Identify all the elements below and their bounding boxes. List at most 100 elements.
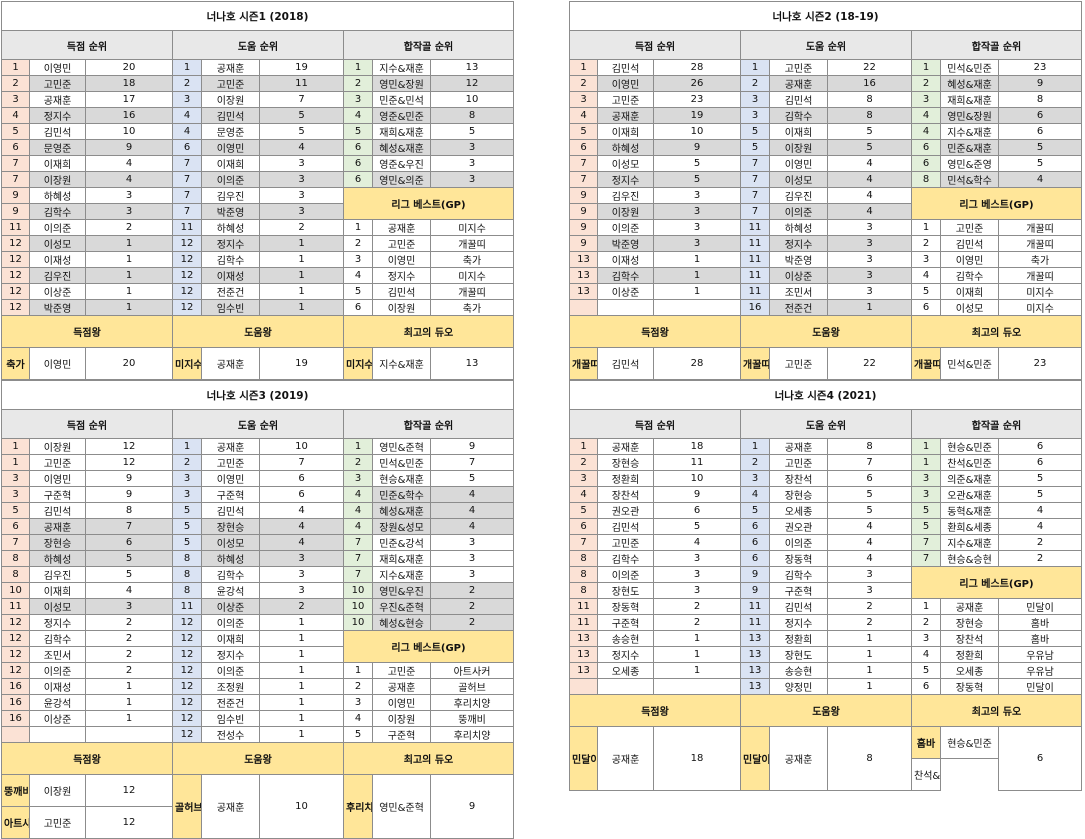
- combo-row-rank: 2: [911, 75, 941, 92]
- scoring-row-rank: 12: [1, 614, 30, 631]
- scoring-row-rank: 8: [1, 566, 30, 583]
- best-name: 김민석: [372, 283, 431, 300]
- assist-row-value: 1: [827, 299, 912, 316]
- combo-row-name: 영민&의준: [372, 171, 431, 188]
- best-rank: 2: [911, 614, 941, 631]
- combo-row-rank: 7: [343, 534, 373, 551]
- scoring-row-name: 하혜성: [29, 187, 86, 204]
- best-duo-team: 개꿀띠: [911, 347, 941, 380]
- assist-row-value: 4: [259, 502, 344, 519]
- scoring-row-rank: 8: [1, 550, 30, 567]
- scoring-row-value: 18: [653, 438, 741, 455]
- assist-row-name: 고민준: [769, 59, 828, 76]
- best-name: 고민준: [372, 662, 431, 679]
- scoring-row-value: 26: [653, 75, 741, 92]
- top-scorer-value: 28: [653, 347, 741, 380]
- combo-row-rank: 4: [343, 518, 373, 535]
- combo-row-name: 민준&민석: [372, 91, 431, 108]
- assist-row-value: 1: [259, 251, 344, 268]
- scoring-row-value: 28: [653, 59, 741, 76]
- assist-row-rank: 5: [740, 123, 770, 140]
- best-rank: 1: [911, 219, 941, 236]
- assist-row-name: 송승현: [769, 662, 828, 679]
- best-team: 개꿀띠: [429, 283, 515, 300]
- combo-row-rank: 3: [343, 470, 373, 487]
- assist-row-rank: 12: [172, 726, 202, 743]
- season-1-grid: 너나호 시즌1 (2018) 득점 순위 도움 순위 합작골 순위 1 이영민 20 1 공재훈…: [0, 1, 515, 380]
- assist-row-value: 11: [259, 75, 344, 92]
- combo-row-value: 5: [429, 470, 515, 487]
- combo-row-value: 6: [997, 454, 1083, 471]
- assist-row-value: 2: [259, 219, 344, 236]
- scoring-row-rank: 13: [569, 662, 598, 679]
- combo-row-value: 4: [997, 502, 1083, 519]
- assist-row-value: 7: [827, 454, 912, 471]
- combo-row-value: 7: [429, 454, 515, 471]
- best-team: 미지수: [429, 267, 515, 284]
- scoring-row-rank: 9: [569, 235, 598, 252]
- assist-row-rank: 5: [740, 139, 770, 156]
- top-scorer-value: 12: [85, 806, 173, 839]
- assist-row-name: 임수빈: [201, 299, 260, 316]
- scoring-row-name: 이의준: [29, 662, 86, 679]
- assist-row-name: 이재희: [201, 155, 260, 172]
- assist-row-name: 이재희: [201, 630, 260, 647]
- scoring-row-name: 김우진: [29, 267, 86, 284]
- best-team: 홈바: [997, 614, 1083, 631]
- scoring-row-rank: 16: [1, 710, 30, 727]
- combo-row-value: 2: [997, 550, 1083, 567]
- assist-row-value: 2: [259, 598, 344, 615]
- best-duo-header: 최고의 듀오: [910, 315, 1083, 348]
- best-name: 장찬석: [940, 630, 999, 647]
- best-duo-team: 홈바: [911, 726, 941, 759]
- best-team: 축가: [997, 251, 1083, 268]
- scoring-row-empty: [653, 678, 741, 695]
- combo-row-name: 민석&민준: [940, 59, 999, 76]
- top-scorer-team: 뚱깨비: [1, 774, 30, 807]
- scoring-row-name: 정지수: [597, 646, 654, 663]
- best-team: 뚱깨비: [429, 710, 515, 727]
- assist-row-value: 3: [827, 566, 912, 583]
- scoring-row-empty: [29, 726, 86, 743]
- assist-row-name: 박준영: [769, 251, 828, 268]
- assist-row-rank: 5: [740, 502, 770, 519]
- assist-row-rank: 11: [740, 267, 770, 284]
- scoring-row-rank: 8: [569, 566, 598, 583]
- season-3-grid: 너나호 시즌3 (2019) 득점 순위 도움 순위 합작골 순위 1 이장원 12 1 공재훈…: [0, 380, 515, 839]
- assist-row-rank: 12: [172, 299, 202, 316]
- top-scorer-header: 득점왕: [569, 694, 741, 727]
- top-scorer-header: 득점왕: [1, 315, 173, 348]
- combo-row-value: 3: [429, 171, 515, 188]
- assist-row-name: 고민준: [201, 75, 260, 92]
- scoring-row-value: 9: [85, 470, 173, 487]
- scoring-row-rank: 6: [1, 518, 30, 535]
- assist-row-value: 4: [827, 550, 912, 567]
- scoring-row-rank: 7: [569, 155, 598, 172]
- assist-row-name: 이영민: [769, 155, 828, 172]
- scoring-row-value: 10: [85, 123, 173, 140]
- season-2-grid: 너나호 시즌2 (18-19) 득점 순위 도움 순위 합작골 순위 1 김민석 28 1 고민…: [568, 1, 1083, 380]
- assist-row-value: 5: [827, 139, 912, 156]
- assist-row-rank: 1: [172, 59, 202, 76]
- assist-row-name: 김민석: [201, 502, 260, 519]
- best-team: 민달이: [997, 598, 1083, 615]
- combo-row-value: 2: [429, 614, 515, 631]
- scoring-row-name: 장현승: [29, 534, 86, 551]
- best-rank: 5: [911, 283, 941, 300]
- scoring-row-name: 이의준: [597, 566, 654, 583]
- assist-row-name: 장현도: [769, 646, 828, 663]
- scoring-row-rank: 5: [569, 123, 598, 140]
- combo-row-rank: 1: [911, 59, 941, 76]
- scoring-row-rank: 3: [1, 486, 30, 503]
- scoring-row-rank: 7: [1, 155, 30, 172]
- scoring-row-rank: 10: [1, 582, 30, 599]
- scoring-row-name: 이장원: [29, 438, 86, 455]
- scoring-row-rank: 7: [1, 171, 30, 188]
- scoring-row-value: 5: [85, 566, 173, 583]
- scoring-row-value: 9: [85, 139, 173, 156]
- scoring-row-value: 1: [85, 710, 173, 727]
- scoring-row-name: 하혜성: [597, 139, 654, 156]
- assist-row-rank: 13: [740, 662, 770, 679]
- scoring-row-name: 장현승: [597, 454, 654, 471]
- assist-row-rank: 3: [740, 91, 770, 108]
